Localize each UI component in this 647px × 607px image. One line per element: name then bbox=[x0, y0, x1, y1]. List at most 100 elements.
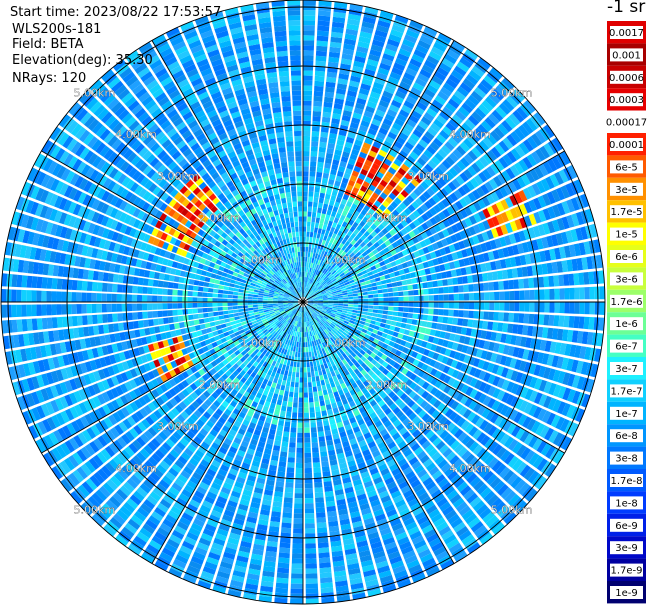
ray-cell bbox=[319, 233, 325, 240]
ray-cell bbox=[398, 132, 409, 141]
ray-cell bbox=[481, 100, 494, 112]
ray-cell bbox=[323, 198, 330, 205]
ray-cell bbox=[463, 195, 473, 205]
ray-cell bbox=[379, 192, 388, 200]
ray-cell bbox=[507, 181, 518, 193]
ray-cell bbox=[345, 168, 353, 175]
ray-cell bbox=[326, 71, 338, 78]
ray-cell bbox=[310, 291, 315, 296]
ray-cell bbox=[310, 422, 317, 428]
ray-cell bbox=[418, 139, 429, 149]
ray-cell bbox=[304, 493, 314, 499]
ray-cell bbox=[373, 114, 384, 122]
ray-cell bbox=[305, 513, 315, 519]
ray-cell bbox=[320, 290, 326, 294]
ray-cell bbox=[518, 313, 525, 324]
ray-cell bbox=[443, 286, 449, 294]
ray-cell bbox=[470, 177, 480, 188]
ray-cell bbox=[385, 196, 393, 204]
ray-cell bbox=[367, 227, 374, 234]
ray-cell bbox=[417, 216, 425, 225]
ray-cell bbox=[313, 274, 317, 280]
ray-cell bbox=[314, 80, 325, 87]
ray-cell bbox=[342, 294, 348, 298]
ray-cell bbox=[293, 397, 298, 403]
ray-cell bbox=[457, 126, 469, 137]
ray-cell bbox=[560, 185, 570, 199]
ray-cell bbox=[337, 191, 344, 199]
ray-cell bbox=[303, 115, 311, 121]
ray-cell bbox=[303, 146, 310, 152]
ray-cell bbox=[362, 164, 371, 172]
ray-cell bbox=[383, 306, 389, 311]
ray-cell bbox=[317, 207, 322, 214]
ray-cell bbox=[365, 105, 376, 114]
ray-cell bbox=[348, 85, 359, 93]
ray-cell bbox=[316, 166, 323, 173]
ray-cell bbox=[389, 104, 400, 113]
ray-cell bbox=[458, 259, 466, 267]
ray-cell bbox=[433, 180, 443, 190]
ray-cell bbox=[407, 62, 420, 73]
ray-cell bbox=[353, 257, 360, 263]
ray-cell bbox=[397, 264, 404, 270]
ray-cell bbox=[369, 215, 377, 223]
ray-cell bbox=[426, 55, 440, 66]
ray-cell bbox=[303, 377, 308, 383]
ray-cell bbox=[344, 216, 350, 224]
ray-cell bbox=[365, 248, 372, 255]
ray-cell bbox=[478, 103, 490, 116]
ray-cell bbox=[383, 247, 390, 254]
ray-cell bbox=[357, 292, 363, 296]
ray-cell bbox=[316, 512, 326, 518]
ray-cell bbox=[305, 251, 308, 257]
ray-cell bbox=[398, 48, 412, 58]
ray-cell bbox=[336, 170, 344, 178]
ray-cell bbox=[303, 30, 315, 36]
ray-cell bbox=[423, 308, 429, 314]
ray-cell bbox=[403, 296, 409, 302]
ray-cell bbox=[410, 272, 416, 278]
ray-cell bbox=[484, 302, 490, 310]
ray-cell bbox=[375, 109, 386, 118]
ray-cell bbox=[319, 374, 324, 381]
ray-cell bbox=[452, 277, 458, 285]
ray-cell bbox=[305, 543, 316, 549]
ray-cell bbox=[305, 347, 309, 353]
ray-cell bbox=[483, 282, 489, 291]
ray-cell bbox=[381, 227, 389, 235]
ray-cell bbox=[417, 157, 427, 167]
ray-cell bbox=[385, 251, 393, 258]
ray-cell bbox=[417, 39, 431, 50]
ray-cell bbox=[310, 146, 318, 152]
ray-cell bbox=[552, 204, 561, 218]
ray-cell bbox=[303, 156, 310, 162]
ray-cell bbox=[579, 302, 585, 315]
ray-cell bbox=[305, 277, 307, 283]
ray-cell bbox=[337, 293, 343, 297]
ray-cell bbox=[312, 295, 317, 299]
ray-cell bbox=[323, 257, 328, 263]
ray-cell bbox=[378, 166, 387, 175]
ray-cell bbox=[527, 185, 537, 198]
ray-cell bbox=[368, 274, 375, 280]
ray-cell bbox=[400, 228, 408, 236]
ray-cell bbox=[412, 219, 421, 227]
ray-cell bbox=[323, 219, 329, 226]
ray-cell bbox=[506, 134, 518, 147]
ray-cell bbox=[352, 187, 360, 194]
ray-cell bbox=[314, 288, 319, 293]
ray-cell bbox=[480, 263, 487, 272]
ray-cell bbox=[395, 205, 404, 214]
ray-cell bbox=[345, 284, 351, 288]
ray-cell bbox=[303, 186, 308, 192]
ray-cell bbox=[306, 362, 310, 368]
ray-cell bbox=[284, 370, 289, 376]
ray-cell bbox=[421, 213, 429, 222]
ray-cell bbox=[516, 106, 529, 120]
ray-cell bbox=[331, 278, 337, 283]
ray-cell bbox=[303, 201, 308, 207]
ray-cell bbox=[406, 155, 416, 165]
ray-cell bbox=[545, 176, 555, 190]
ray-cell bbox=[311, 285, 315, 290]
